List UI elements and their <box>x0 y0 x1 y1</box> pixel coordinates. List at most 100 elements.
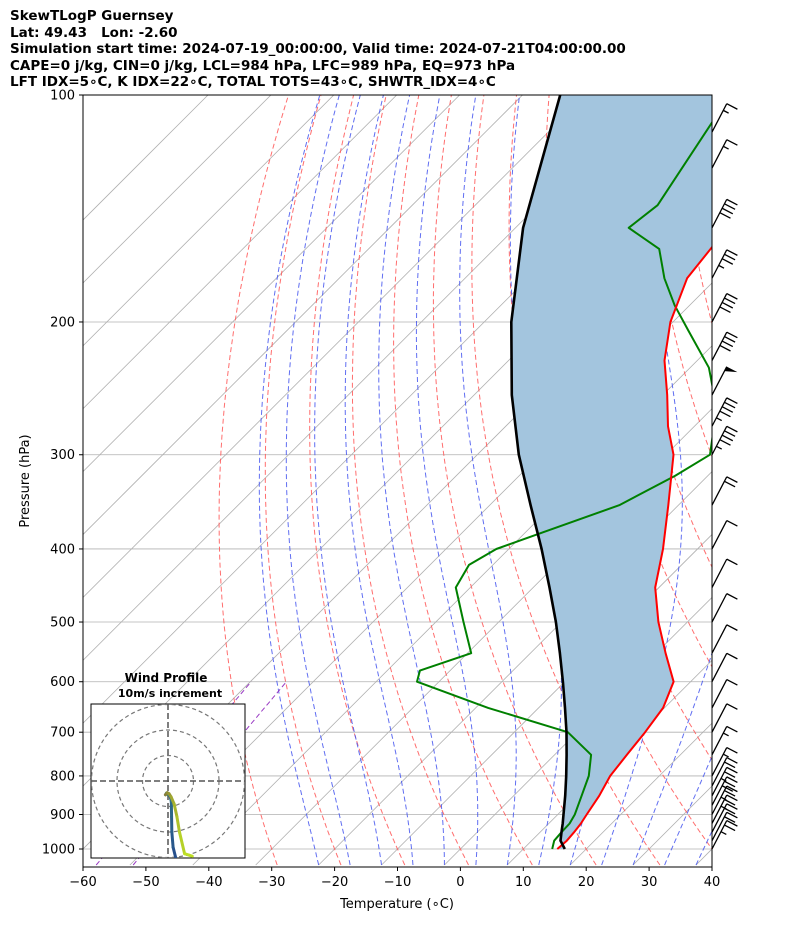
wind-barb-flag <box>724 401 736 409</box>
wind-barb-flag <box>726 757 738 764</box>
x-tick-label: 40 <box>704 875 721 890</box>
moist-adiabat <box>258 95 321 866</box>
y-tick-label: 500 <box>50 616 75 631</box>
moist-adiabat <box>415 95 479 866</box>
hodograph-inset: Wind Profile 10m/s increment <box>90 671 246 859</box>
wind-barb-flag <box>726 293 738 300</box>
wind-barb-flag <box>726 103 738 110</box>
wind-barb-staff <box>711 679 728 709</box>
chart-header: SkewTLogP Guernsey Lat: 49.43 Lon: -2.60… <box>10 8 626 91</box>
y-tick-label: 700 <box>50 726 75 741</box>
hodograph-trace <box>172 802 179 819</box>
x-tick-label: −50 <box>132 875 159 890</box>
wind-barb-staff <box>711 593 728 623</box>
profile-curves <box>416 95 712 850</box>
wind-barb-flag <box>726 652 738 660</box>
wind-barb-flag <box>724 780 736 788</box>
wind-barb-flag <box>724 816 736 823</box>
dry-adiabat <box>393 95 533 866</box>
wind-barb-staff <box>711 703 728 733</box>
wind-barb-flag <box>721 301 734 309</box>
x-tick-label: 30 <box>641 875 658 890</box>
wind-barb-flag <box>721 785 734 792</box>
wind-barbs <box>711 103 738 850</box>
wind-barb-flag <box>719 439 731 446</box>
wind-barb-flag <box>719 344 731 352</box>
dry-adiabat <box>218 95 290 866</box>
x-tick-label: 20 <box>578 875 595 890</box>
isotherm-line <box>83 95 586 598</box>
wind-barb-flag <box>719 212 731 219</box>
wind-barb-flag <box>724 771 736 778</box>
wind-barb-flag <box>726 746 738 754</box>
moist-adiabat <box>378 95 445 865</box>
wind-barb-flag <box>726 820 738 827</box>
y-tick-label: 300 <box>50 448 75 463</box>
moist-adiabat <box>285 95 351 866</box>
dry-adiabat <box>743 78 794 865</box>
wind-barb-staff <box>711 199 728 229</box>
isotherm-line <box>83 95 335 347</box>
wind-barb-flag <box>726 476 738 483</box>
isotherm-line <box>381 533 712 866</box>
location-line: Lat: 49.43 Lon: -2.60 <box>10 24 178 41</box>
y-tick-label: 400 <box>50 542 75 557</box>
wind-barb-staff <box>711 426 728 456</box>
y-tick-label: 800 <box>50 769 75 784</box>
index-line: LFT IDX=5∘C, K IDX=22∘C, TOTAL TOTS=43∘C… <box>10 74 496 90</box>
wind-barb-staff <box>711 794 728 824</box>
y-tick-label: 100 <box>50 89 75 104</box>
parcel-line <box>509 95 568 850</box>
mixing-ratio-line <box>132 681 287 866</box>
wind-barb-flag <box>724 761 736 769</box>
y-axis-ticks: 100 200 300 400 500 600 700 800 900 1000 <box>42 89 83 858</box>
isotherm-line <box>759 78 794 865</box>
isotherm-line <box>83 95 272 284</box>
wind-barb-halfflag <box>720 777 727 782</box>
y-tick-label: 200 <box>50 315 75 330</box>
x-tick-label: −10 <box>384 875 411 890</box>
x-tick-label: −20 <box>321 875 348 890</box>
wind-barb-flag <box>726 703 738 710</box>
wind-barb-halfflag <box>722 145 729 150</box>
wind-barb-flag <box>724 336 736 343</box>
y-tick-label: 600 <box>50 675 75 690</box>
hodograph-trace <box>183 852 194 858</box>
wind-barb-staff <box>711 757 728 787</box>
x-tick-label: 10 <box>515 875 532 890</box>
moist-adiabat <box>601 95 683 866</box>
wind-barb-flag <box>721 406 734 413</box>
temperature-line <box>556 245 712 850</box>
wind-barb-flag <box>724 253 736 261</box>
isotherm-line <box>83 95 524 536</box>
dry-adiabat <box>264 95 342 866</box>
x-axis-label: Temperature (∘C) <box>339 897 454 912</box>
wind-barb-flag <box>726 139 738 146</box>
wind-barb-pennant <box>724 366 738 373</box>
x-tick-label: −60 <box>69 875 96 890</box>
y-tick-label: 900 <box>50 808 75 823</box>
wind-barb-flag <box>726 425 738 433</box>
wind-barb-flag <box>726 678 738 686</box>
wind-barb-flag <box>724 798 736 806</box>
wind-barb-staff <box>711 776 728 806</box>
x-axis-ticks: −60 −50 −40 −30 −20 −10 0 10 20 30 40 <box>69 867 720 890</box>
wind-barb-flag <box>726 397 738 404</box>
wind-barb-flag <box>726 785 738 793</box>
cape-line: CAPE=0 j/kg, CIN=0 j/kg, LCL=984 hPa, LF… <box>10 57 516 74</box>
x-tick-label: −40 <box>195 875 222 890</box>
wind-barb-staff <box>711 249 728 279</box>
dry-adiabat <box>711 95 712 103</box>
wind-barb-flag <box>719 410 731 418</box>
moist-adiabat <box>632 651 712 866</box>
wind-barb-staff <box>711 139 728 169</box>
wind-barb-flag <box>724 430 736 437</box>
dry-adiabat <box>309 95 406 866</box>
x-tick-label: −30 <box>258 875 285 890</box>
x-tick-label: 0 <box>456 875 464 890</box>
wind-barb-staff <box>711 476 728 506</box>
wind-barb-staff <box>711 103 728 133</box>
wind-barb-halfflag <box>722 732 729 737</box>
wind-barb-flag <box>721 207 734 215</box>
y-axis-label: Pressure (hPa) <box>18 434 33 527</box>
